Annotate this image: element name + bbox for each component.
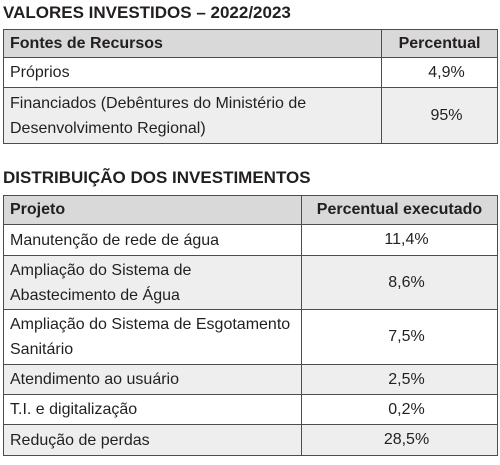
row-value: 95% bbox=[381, 87, 498, 144]
column-header-percentual: Percentual bbox=[381, 29, 498, 58]
row-label: Atendimento ao usuário bbox=[3, 364, 302, 395]
row-value: 0,2% bbox=[301, 394, 498, 425]
row-label: Ampliação do Sistema de Esgotamento Sani… bbox=[3, 309, 302, 365]
column-header-projeto: Projeto bbox=[3, 195, 302, 225]
table-row: Financiados (Debêntures do Ministério de… bbox=[3, 87, 498, 144]
table-header-row: Fontes de Recursos Percentual bbox=[3, 29, 498, 58]
table-row: Redução de perdas 28,5% bbox=[3, 424, 498, 456]
row-value: 7,5% bbox=[301, 309, 498, 365]
table-row: Atendimento ao usuário 2,5% bbox=[3, 364, 498, 395]
fontes-table: Fontes de Recursos Percentual Próprios 4… bbox=[3, 29, 498, 144]
table-row: Manutenção de rede de água 11,4% bbox=[3, 224, 498, 256]
section-title-distribuicao: DISTRIBUIÇÃO DOS INVESTIMENTOS bbox=[3, 168, 311, 187]
row-label: Financiados (Debêntures do Ministério de… bbox=[3, 87, 382, 144]
section-title-investimentos: VALORES INVESTIDOS – 2022/2023 bbox=[3, 3, 291, 22]
row-label: Redução de perdas bbox=[3, 424, 302, 456]
table-row: T.I. e digitalização 0,2% bbox=[3, 394, 498, 425]
row-label: Ampliação do Sistema de Abastecimento de… bbox=[3, 255, 302, 310]
row-value: 4,9% bbox=[381, 57, 498, 88]
distribuicao-table: Projeto Percentual executado Manutenção … bbox=[3, 195, 498, 456]
row-value: 2,5% bbox=[301, 364, 498, 395]
row-label: Próprios bbox=[3, 57, 382, 88]
row-value: 28,5% bbox=[301, 424, 498, 456]
row-value: 11,4% bbox=[301, 224, 498, 256]
row-label: Manutenção de rede de água bbox=[3, 224, 302, 256]
column-header-percentual-executado: Percentual executado bbox=[301, 195, 498, 225]
table-header-row: Projeto Percentual executado bbox=[3, 195, 498, 225]
table-row: Ampliação do Sistema de Abastecimento de… bbox=[3, 255, 498, 310]
row-label: T.I. e digitalização bbox=[3, 394, 302, 425]
table-row: Ampliação do Sistema de Esgotamento Sani… bbox=[3, 309, 498, 365]
table-row: Próprios 4,9% bbox=[3, 57, 498, 88]
column-header-fontes: Fontes de Recursos bbox=[3, 29, 382, 58]
row-value: 8,6% bbox=[301, 255, 498, 310]
